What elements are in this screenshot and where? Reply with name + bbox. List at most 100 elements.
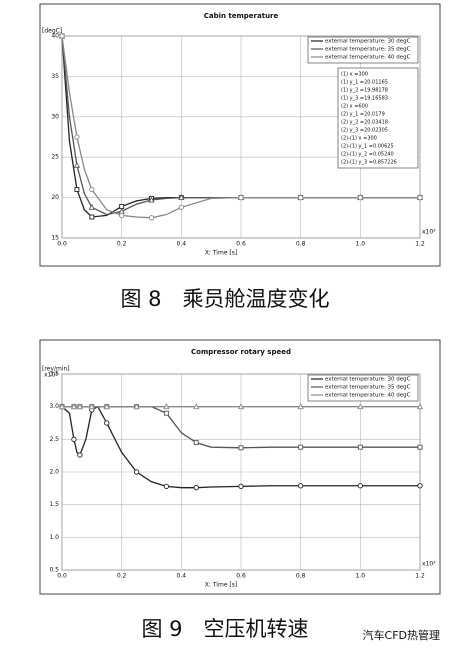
x-axis-label: X: Time [s] <box>205 582 237 589</box>
y-tick-label: 15 <box>51 235 59 242</box>
marker <box>77 452 83 458</box>
legend-label: external temperature: 30 degC <box>325 377 411 383</box>
y-tick-label: 0.5 <box>49 567 59 574</box>
readout-line: (2) x =600 <box>341 104 368 110</box>
x-tick-label: 0.2 <box>117 573 127 580</box>
marker <box>357 483 363 489</box>
y-tick-label: 40 <box>51 33 59 40</box>
marker <box>417 444 423 450</box>
marker <box>178 204 184 210</box>
x-tick-label: 1.2 <box>415 241 425 248</box>
chart-title: Cabin temperature <box>204 12 279 20</box>
readout-line: (2)-(1) y_3 =0.857226 <box>341 160 397 166</box>
marker <box>417 483 423 489</box>
caption: 图 8 乘员舱温度变化 <box>120 287 329 311</box>
marker <box>58 403 66 410</box>
marker <box>238 483 244 490</box>
marker <box>163 403 170 410</box>
y-axis-label: [rev/min] <box>42 366 70 373</box>
x-tick-label: 0.4 <box>177 573 187 580</box>
x-tick-label: 0.4 <box>177 241 187 248</box>
y-axis-label: [degC] <box>42 28 62 35</box>
readout-line: (2)-(1) y_2 =0.05240 <box>341 152 394 158</box>
y-tick-label: 3.5 <box>49 371 59 378</box>
marker <box>163 483 170 490</box>
readout-line: (2) y_2 =20.03418 <box>341 120 388 126</box>
legend-label: external temperature: 40 degC <box>325 393 411 399</box>
marker <box>119 212 125 219</box>
readout-box <box>337 67 419 169</box>
chart-title: Compressor rotary speed <box>191 348 291 356</box>
x-tick-label: 1.0 <box>356 241 366 248</box>
marker <box>178 194 185 201</box>
legend-box <box>307 374 419 402</box>
marker <box>73 161 81 168</box>
legend-box <box>307 36 419 64</box>
marker <box>298 444 304 450</box>
marker <box>357 444 363 450</box>
marker <box>148 196 155 203</box>
marker <box>71 436 77 442</box>
x-tick-label: 1.0 <box>356 573 366 580</box>
marker <box>88 403 95 410</box>
y-tick-label: 1.5 <box>49 501 59 508</box>
marker <box>88 203 95 210</box>
readout-line: (1) x =300 <box>341 72 368 78</box>
x-multiplier: x10³ <box>422 229 436 236</box>
marker <box>193 485 199 491</box>
legend-label: external temperature: 30 degC <box>325 39 411 45</box>
y-multiplier: x10³ <box>44 372 58 379</box>
x-tick-label: 0.0 <box>57 241 67 248</box>
marker <box>298 483 304 489</box>
marker <box>133 403 140 410</box>
readout-line: (2) y_3 =20.02305 <box>341 128 388 134</box>
legend-label: external temperature: 40 degC <box>325 55 411 61</box>
x-tick-label: 0.8 <box>296 573 306 580</box>
legend-label: external temperature: 35 degC <box>325 385 411 391</box>
marker <box>416 403 424 410</box>
marker <box>238 194 244 201</box>
readout-line: (1) y_2 =19.98178 <box>341 88 388 94</box>
watermark: 汽车CFD热管理 <box>363 628 440 642</box>
marker <box>74 134 80 140</box>
marker <box>298 194 304 201</box>
marker <box>357 194 363 201</box>
y-tick-label: 20 <box>51 194 59 201</box>
marker <box>238 445 244 451</box>
marker <box>417 194 423 201</box>
readout-line: (2)-(1) x =300 <box>341 136 377 142</box>
y-tick-label: 3.0 <box>49 403 59 410</box>
marker <box>89 186 95 193</box>
x-tick-label: 0.6 <box>236 573 246 580</box>
marker <box>103 403 110 410</box>
y-tick-label: 2.0 <box>49 469 59 476</box>
y-tick-label: 35 <box>51 73 59 80</box>
y-tick-label: 1.0 <box>49 534 59 541</box>
marker <box>297 403 304 410</box>
caption: 图 9 空压机转速 <box>141 617 308 641</box>
x-multiplier: x10³ <box>422 561 436 568</box>
x-tick-label: 1.2 <box>415 573 425 580</box>
y-tick-label: 30 <box>51 113 59 120</box>
legend-label: external temperature: 35 degC <box>325 47 411 53</box>
x-tick-label: 0.0 <box>57 573 67 580</box>
y-tick-label: 25 <box>51 154 59 161</box>
readout-line: (1) y_1 =20.01165 <box>341 80 388 86</box>
x-tick-label: 0.8 <box>296 241 306 248</box>
x-axis-label: X: Time [s] <box>205 250 237 257</box>
marker <box>237 403 245 410</box>
marker <box>193 403 200 410</box>
marker <box>163 410 169 416</box>
marker <box>76 403 84 410</box>
readout-line: (2)-(1) y_1 =0.00625 <box>341 144 394 150</box>
y-tick-label: 2.5 <box>49 436 59 443</box>
marker <box>357 403 364 410</box>
marker <box>59 33 65 39</box>
marker <box>148 215 155 221</box>
marker <box>193 440 199 446</box>
marker <box>104 420 110 426</box>
marker <box>89 214 95 220</box>
marker <box>70 403 78 410</box>
